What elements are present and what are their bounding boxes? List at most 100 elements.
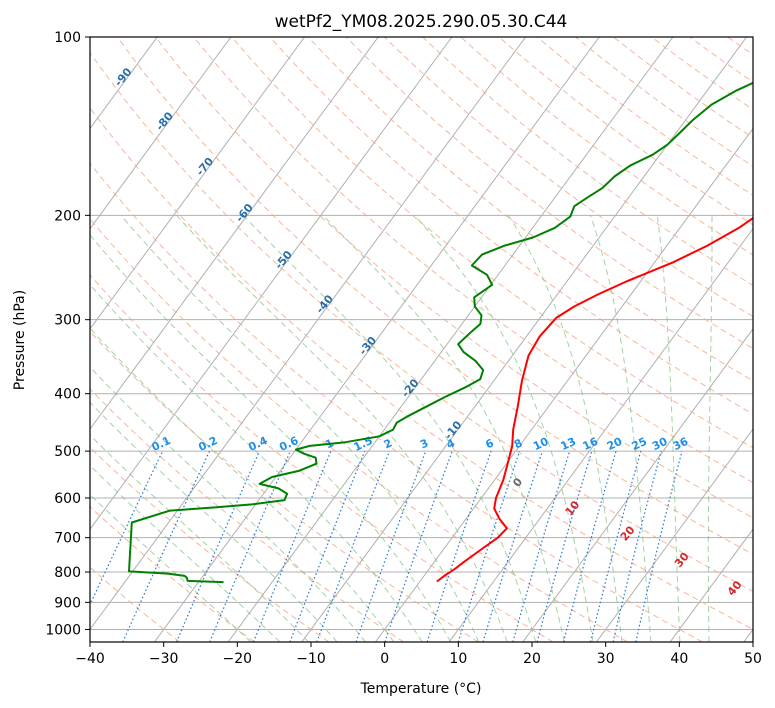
moist-adiabat [90,464,281,642]
moist-adiabat [90,234,451,642]
mixing-ratio-label: 16 [581,435,601,453]
y-tick-label: 800 [54,565,81,581]
mixing-ratio-line [209,450,291,642]
x-tick-label: 20 [523,651,541,667]
plot-frame [89,36,754,643]
mixing-ratio-line [590,450,642,642]
isotherm [522,328,753,642]
profile-lines [128,81,753,584]
moist-adiabat [414,214,594,642]
isotherm [90,37,305,330]
isotherm [596,428,753,642]
dry-adiabat [90,274,554,642]
mixing-ratio-line [355,450,427,642]
isotherm [227,37,674,642]
dry-adiabat [155,37,753,519]
mixing-ratio-label: 36 [671,435,691,453]
dry-adiabat [193,37,753,484]
dry-adiabat [231,37,753,449]
dry-adiabat [90,162,703,642]
dry-adiabat [345,37,753,350]
moist-adiabat [90,366,366,642]
moist-adiabat [242,214,537,642]
mixing-ratio-line [426,450,492,642]
dry-adiabat [574,37,753,167]
moist-adiabat [90,283,423,642]
mixing-ratio-line [612,450,662,642]
moist-adiabat [176,214,508,642]
mixing-ratio-line [635,450,683,642]
isotherm [90,37,526,631]
moist-adiabat [90,434,309,642]
mixing-ratio-label: 10 [531,435,551,453]
dry-adiabat [90,218,629,642]
y-tick-label: 500 [54,444,81,460]
dry-adiabat [422,37,753,287]
isotherm [448,227,753,642]
moist-adiabat [120,214,480,642]
plot-background [90,37,753,642]
mixing-ratio-line [90,450,164,606]
x-tick-label: 50 [744,651,762,667]
temperature-profile [436,216,753,583]
x-tick-label: 10 [449,651,467,667]
x-tick-label: 30 [597,651,615,667]
x-tick-label: −30 [149,651,179,667]
isotherm [0,37,10,642]
mixing-ratio-line [122,450,211,642]
dry-adiabat [90,51,753,592]
moist-adiabat [656,215,681,642]
mixing-ratio-line [175,450,261,642]
isotherm [90,37,453,531]
moist-adiabat [507,215,623,642]
x-axis-ticks: −40 −30 −20 −10 0 10 20 30 40 50 [75,642,762,667]
y-tick-label: 200 [54,208,81,224]
mixing-ratio-line [457,450,521,642]
y-tick-label: 100 [54,30,81,46]
isotherm [375,127,753,642]
moist-adiabat [322,214,565,642]
mixing-ratio-line [384,450,453,642]
dry-adiabat [90,330,479,642]
x-tick-label: 0 [380,651,389,667]
moist-adiabat [90,493,252,642]
x-axis-label: Temperature (°C) [360,681,482,697]
isotherm [90,37,379,430]
mixing-ratio-label: 25 [630,435,649,453]
moist-adiabat [90,327,395,642]
moist-adiabat [590,215,652,642]
mixing-ratio-line [536,450,593,642]
mixing-ratio-line [482,450,543,642]
x-tick-label: −20 [223,651,253,667]
dry-adiabat [116,37,753,555]
background-lines [0,37,775,642]
y-tick-label: 400 [54,387,81,403]
y-tick-label: 700 [54,531,81,547]
dry-adiabat [90,107,753,630]
x-tick-label: −10 [296,651,326,667]
isotherm [154,37,600,642]
dry-adiabat [766,37,775,642]
chart-title: wetPf2_YM08.2025.290.05.30.C44 [275,12,568,32]
dry-adiabat [384,37,753,318]
moist-adiabat [707,215,713,642]
mixing-ratio-label: 20 [605,435,625,453]
y-axis-ticks: 100 200 300 400 500 600 700 800 900 1000 [45,30,90,638]
y-axis-label: Pressure (hPa) [12,290,28,390]
y-tick-label: 300 [54,313,81,329]
mixing-ratio-label: 30 [650,435,670,453]
dry-adiabat [90,388,404,642]
mixing-ratio-label: 13 [559,435,578,453]
dewpoint-profile [128,81,753,584]
x-tick-label: −40 [75,651,105,667]
mixing-ratio-line [563,450,617,642]
isotherm [669,528,753,642]
mixing-ratio-line [512,450,571,642]
y-tick-label: 1000 [45,622,81,638]
y-tick-label: 900 [54,595,81,611]
x-tick-label: 40 [670,651,688,667]
isotherm [90,37,232,230]
dry-adiabat [90,506,255,642]
y-tick-label: 600 [54,491,81,507]
